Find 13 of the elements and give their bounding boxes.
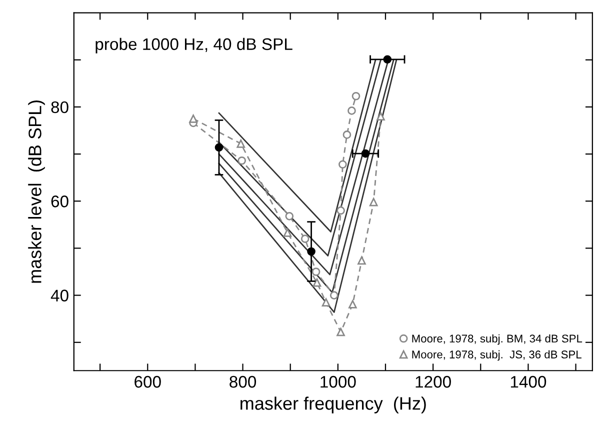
x-tick-label: 1200 (416, 376, 451, 388)
x-tick-label: 800 (230, 376, 256, 388)
legend-label: Moore, 1978, subj. JS, 36 dB SPL (412, 350, 582, 361)
y-tick-label: 40 (50, 290, 68, 302)
y-tick-label: 80 (51, 101, 68, 114)
y-axis-title: masker level (dB SPL) (28, 100, 45, 283)
x-axis-title: masker frequency (Hz) (240, 396, 426, 414)
y-tick-label: 60 (51, 196, 68, 208)
x-tick-label: 1400 (510, 376, 546, 388)
legend-label: Moore, 1978, subj. BM, 34 dB SPL (412, 334, 582, 345)
x-tick-label: 600 (134, 376, 161, 388)
x-tick-label: 1000 (320, 376, 356, 388)
text: probe 1000 Hz, 40 dB SPL (96, 38, 292, 54)
